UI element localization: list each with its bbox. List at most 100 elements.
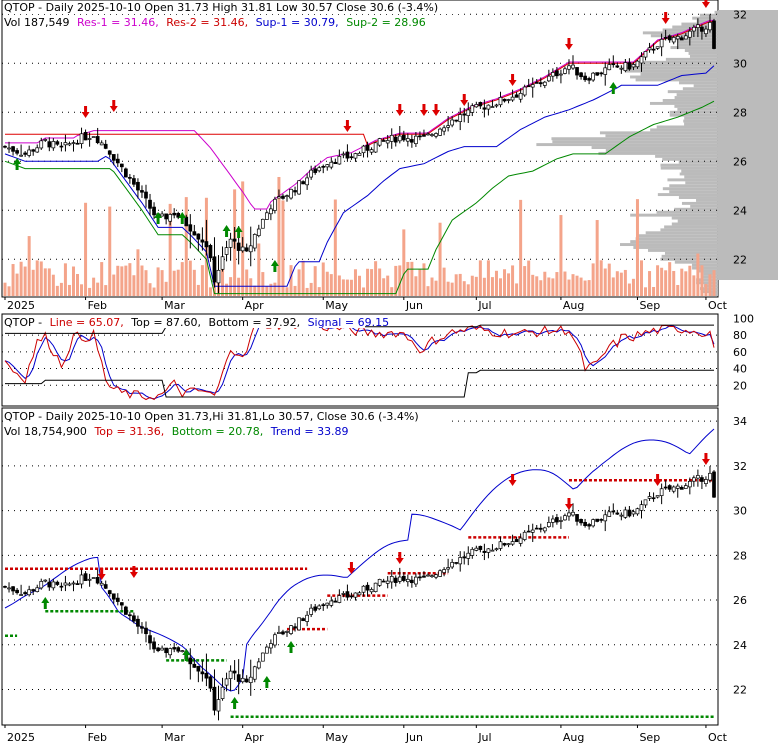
trend-header-line2: Vol 18,754,900 Top = 31.36, Bottom = 20.… bbox=[4, 425, 349, 438]
candle-body bbox=[679, 37, 684, 41]
candle-body bbox=[208, 245, 213, 259]
candle-body bbox=[534, 82, 539, 84]
trend-trend-label: Trend = 33.89 bbox=[270, 425, 349, 438]
volume-bar bbox=[583, 280, 587, 296]
candle-body bbox=[119, 163, 124, 168]
volume-bar bbox=[619, 272, 623, 296]
price-x-ticks: 2025 Feb Mar Apr May Jun Jul Aug Sep Oct bbox=[4, 297, 728, 312]
volume-bar bbox=[579, 277, 583, 296]
candle-body bbox=[119, 602, 124, 606]
candle-body bbox=[518, 537, 523, 544]
candle-body bbox=[264, 212, 269, 220]
volume-bar bbox=[156, 267, 160, 296]
volume-bar bbox=[180, 262, 184, 296]
candle-body bbox=[79, 133, 84, 144]
candle-body bbox=[260, 218, 265, 229]
candle-body bbox=[611, 510, 616, 513]
volume-bar bbox=[27, 236, 31, 296]
volume-bar bbox=[196, 284, 200, 296]
candle-body bbox=[502, 543, 507, 546]
candle-body bbox=[43, 579, 48, 582]
candle-body bbox=[293, 190, 297, 193]
candle-body bbox=[700, 477, 704, 482]
candle-body bbox=[559, 73, 563, 76]
volume-bar bbox=[559, 215, 563, 296]
profile-bar bbox=[636, 234, 718, 238]
candle-body bbox=[538, 527, 543, 530]
volume-bar bbox=[503, 269, 507, 296]
trend-header1-bg bbox=[3, 409, 448, 422]
price-header1-bg bbox=[3, 1, 463, 14]
candle-body bbox=[426, 133, 430, 136]
trend-x-tick: May bbox=[325, 731, 348, 744]
trend-sell-arrow bbox=[97, 568, 106, 580]
stoch-y-tick: 80 bbox=[733, 329, 747, 342]
profile-bar bbox=[676, 93, 718, 97]
candle-body bbox=[329, 600, 334, 606]
candle-body bbox=[474, 104, 479, 108]
volume-bar bbox=[237, 277, 241, 296]
profile-bar bbox=[536, 143, 718, 147]
candle-body bbox=[583, 75, 587, 81]
candle-body bbox=[188, 224, 193, 232]
signal-arrows bbox=[13, 0, 710, 272]
volume-bar bbox=[31, 269, 35, 296]
candle-body bbox=[647, 496, 652, 499]
candle-body bbox=[506, 543, 511, 546]
candle-body bbox=[377, 579, 382, 586]
buy-arrow bbox=[222, 225, 231, 237]
candle-body bbox=[325, 164, 330, 168]
res2-line bbox=[5, 21, 714, 147]
profile-bar bbox=[670, 46, 718, 50]
profile-bar bbox=[671, 222, 718, 226]
candle-body bbox=[555, 70, 559, 77]
sell-arrow bbox=[564, 38, 573, 50]
stoch-top-label: Top = 87.60, bbox=[130, 316, 201, 329]
volume-profile bbox=[536, 10, 778, 296]
candle-body bbox=[442, 569, 446, 573]
stoch-y-tick: 20 bbox=[733, 379, 747, 392]
candle-body bbox=[35, 147, 40, 153]
volume-bar bbox=[700, 265, 704, 296]
candle-body bbox=[635, 60, 640, 68]
profile-bar bbox=[667, 178, 718, 182]
volume-bar bbox=[627, 283, 631, 296]
candle-body bbox=[244, 247, 249, 252]
candle-body bbox=[683, 35, 688, 40]
trend-header2-bg bbox=[3, 424, 361, 438]
candle-body bbox=[474, 547, 479, 551]
profile-bar bbox=[647, 248, 718, 252]
trend-header-line1: QTOP - Daily 2025-10-10 Open 31.73,Hi 31… bbox=[4, 410, 419, 423]
candle-body bbox=[518, 92, 523, 100]
candle-body bbox=[31, 149, 36, 152]
candle-body bbox=[349, 595, 354, 598]
candle-body bbox=[91, 136, 96, 138]
trend-buy-arrow bbox=[182, 649, 191, 661]
volume-bar bbox=[192, 269, 196, 296]
candle-body bbox=[289, 625, 293, 634]
trend-sell-arrow bbox=[653, 474, 662, 486]
trend-vol-label: Vol 18,754,900 bbox=[4, 425, 87, 438]
candle-body bbox=[164, 647, 168, 654]
price-header2-bg bbox=[3, 15, 398, 29]
volume-bar bbox=[176, 269, 180, 296]
candle-body bbox=[538, 82, 543, 85]
volume-bar bbox=[265, 286, 269, 296]
candle-body bbox=[192, 231, 197, 236]
volume-bar bbox=[623, 269, 627, 296]
candle-body bbox=[144, 627, 148, 635]
volume-bar bbox=[184, 197, 188, 296]
profile-bar bbox=[660, 163, 718, 167]
trend-panel: 34 32 30 28 26 24 22 2025 Feb Mar Apr May Jun Jul Aug… bbox=[1, 407, 747, 744]
candle-body bbox=[365, 584, 370, 591]
volume-bar bbox=[611, 277, 615, 296]
volume-bar bbox=[639, 260, 643, 296]
candle-body bbox=[450, 119, 455, 126]
candle-body bbox=[281, 631, 285, 635]
volume-bar bbox=[132, 275, 136, 296]
candle-body bbox=[603, 514, 608, 522]
sup2-label: Sup-2 = 28.96 bbox=[346, 16, 426, 29]
candle-body bbox=[704, 28, 708, 35]
sell-arrow bbox=[432, 104, 441, 116]
volume-bar bbox=[297, 269, 301, 296]
